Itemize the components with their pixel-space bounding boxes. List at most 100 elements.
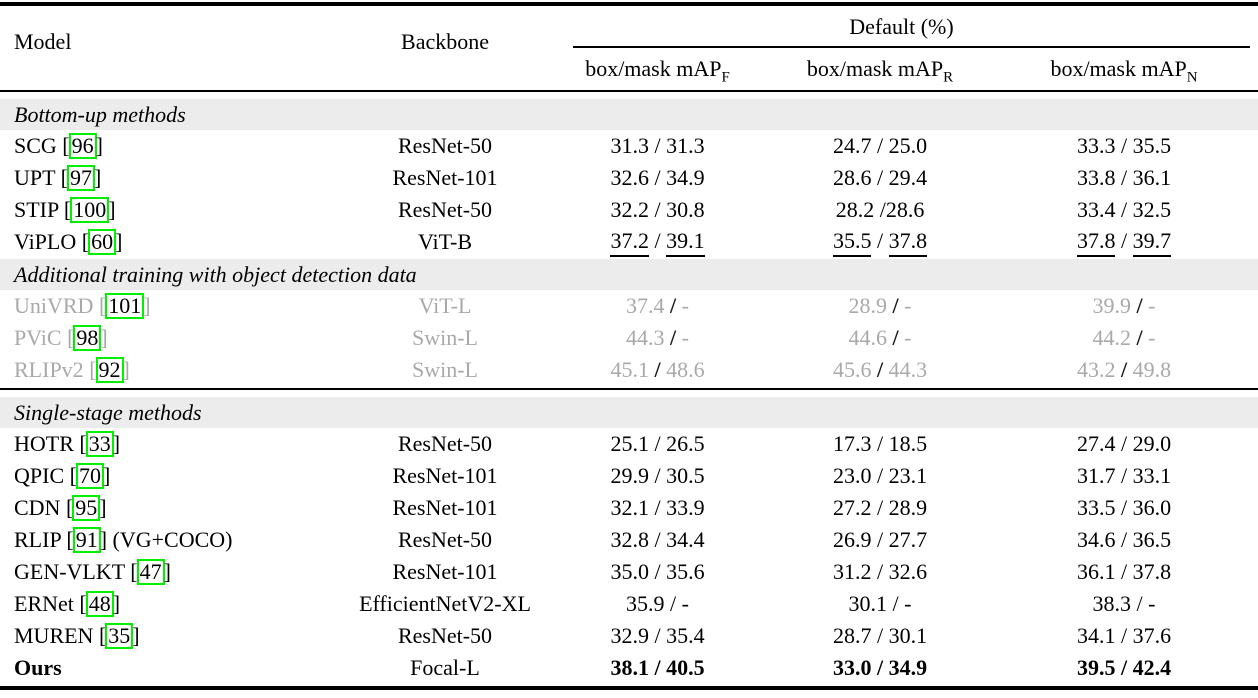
value-separator: / bbox=[1115, 227, 1133, 253]
model-cell: CDN [95] bbox=[0, 495, 345, 521]
metric-cell: 32.9 / 35.4 bbox=[545, 623, 770, 649]
backbone-cell: ResNet-101 bbox=[392, 165, 498, 190]
top-rule bbox=[0, 2, 1258, 6]
value-separator: / bbox=[871, 227, 889, 253]
box-map-value: 28.2 bbox=[835, 197, 875, 222]
metric-cell: 35.9 / - bbox=[545, 591, 770, 617]
model-suffix: (VG+COCO) bbox=[107, 527, 233, 552]
table-row: ERNet [48] EfficientNetV2-XL 35.9 / -30.1 … bbox=[0, 588, 1258, 620]
metric-cell: 38.3 / - bbox=[990, 591, 1258, 617]
citation-link[interactable]: 96 bbox=[68, 133, 97, 159]
mask-map-value: 26.5 bbox=[666, 431, 705, 456]
citation-bracket-close: ] bbox=[112, 591, 121, 616]
citation-bracket-close: ] bbox=[99, 527, 108, 552]
box-map-value: 32.2 bbox=[610, 197, 649, 222]
box-map-value: 39.5 bbox=[1076, 655, 1116, 680]
backbone-cell: ResNet-101 bbox=[392, 495, 498, 520]
metric-cell: 39.5 / 42.4 bbox=[990, 655, 1258, 681]
backbone-cell: ResNet-50 bbox=[397, 133, 493, 158]
value-separator: / bbox=[1115, 165, 1133, 190]
citation-link[interactable]: 95 bbox=[72, 495, 101, 521]
metric-cell: 26.9 / 27.7 bbox=[770, 527, 990, 553]
model-name: QPIC bbox=[14, 463, 65, 488]
model-name: ERNet bbox=[14, 591, 74, 616]
box-map-value: 27.4 bbox=[1076, 431, 1116, 456]
citation-bracket-close: ] bbox=[108, 197, 116, 222]
mask-map-value: - bbox=[904, 293, 912, 318]
metric-cell: 43.2 / 49.8 bbox=[990, 357, 1258, 383]
value-separator: / bbox=[1115, 197, 1133, 222]
metric-cell: 28.6 / 29.4 bbox=[770, 165, 990, 191]
cmidrule bbox=[573, 46, 1250, 48]
metric-cell: 35.5 / 37.8 bbox=[770, 228, 990, 257]
box-map-value: 31.7 bbox=[1076, 463, 1116, 488]
citation-link[interactable]: 97 bbox=[67, 165, 95, 191]
citation-link[interactable]: 35 bbox=[105, 623, 134, 649]
mask-map-value: 37.6 bbox=[1132, 623, 1172, 648]
metric-cell: 33.4 / 32.5 bbox=[990, 197, 1258, 223]
metric-cell: 36.1 / 37.8 bbox=[990, 559, 1258, 585]
value-separator: / bbox=[1115, 655, 1133, 680]
value-separator: / bbox=[887, 591, 905, 616]
citation-link[interactable]: 33 bbox=[85, 431, 114, 457]
model-name: HOTR bbox=[14, 431, 74, 456]
mask-map-value: 35.5 bbox=[1132, 133, 1172, 158]
model-cell: RLIPv2 [92] bbox=[0, 357, 345, 383]
table-row: STIP [100] ResNet-50 32.2 / 30.8 28.2 /28.6… bbox=[0, 194, 1258, 226]
citation-link[interactable]: 91 bbox=[72, 527, 101, 553]
citation-bracket-open: [ bbox=[83, 357, 97, 382]
model-name: SCG bbox=[14, 133, 57, 158]
subheader-label: box/mask mAP bbox=[585, 56, 722, 81]
backbone-cell: ResNet-50 bbox=[397, 623, 493, 648]
box-map-value: 34.6 bbox=[1076, 527, 1116, 552]
citation-link[interactable]: 47 bbox=[136, 559, 165, 585]
box-map-value: 32.9 bbox=[610, 623, 649, 648]
citation-link[interactable]: 48 bbox=[85, 591, 114, 617]
citation-link[interactable]: 92 bbox=[95, 357, 124, 383]
mask-map-value: 40.5 bbox=[666, 655, 705, 680]
citation-bracket-open: [ bbox=[56, 133, 70, 158]
metric-cell: 38.1 / 40.5 bbox=[545, 655, 770, 681]
metric-cell: 34.1 / 37.6 bbox=[990, 623, 1258, 649]
mask-map-value: - bbox=[681, 325, 689, 350]
backbone-cell: ResNet-50 bbox=[397, 527, 493, 552]
box-map-value: 37.2 bbox=[610, 228, 649, 257]
mask-map-value: 36.5 bbox=[1132, 527, 1172, 552]
mask-map-value: 33.9 bbox=[666, 495, 705, 520]
subheader-label: box/mask mAP bbox=[806, 56, 944, 81]
model-cell: RLIP [91] (VG+COCO) bbox=[0, 527, 345, 553]
model-name: PViC bbox=[14, 325, 62, 350]
backbone-cell: ResNet-50 bbox=[397, 197, 493, 222]
mask-map-value: - bbox=[904, 325, 912, 350]
citation-link[interactable]: 101 bbox=[105, 293, 145, 319]
citation-link[interactable]: 60 bbox=[88, 229, 117, 255]
metric-cell: 30.1 / - bbox=[770, 591, 990, 617]
mask-map-value: 32.5 bbox=[1132, 197, 1172, 222]
citation-bracket-close: ] bbox=[95, 133, 103, 158]
table-row: UniVRD [101] ViT-L 37.4 / -28.9 / -39.9 / … bbox=[0, 290, 1258, 322]
value-separator: / bbox=[648, 463, 667, 488]
value-separator: / bbox=[1131, 591, 1149, 616]
table-row: SCG [96] ResNet-50 31.3 / 31.3 24.7 / 25.0 3… bbox=[0, 130, 1258, 162]
mask-map-value: 36.1 bbox=[1132, 165, 1172, 190]
value-separator: / bbox=[648, 227, 667, 253]
citation-link[interactable]: 70 bbox=[75, 463, 104, 489]
section-header: Single-stage methods bbox=[0, 397, 1258, 428]
model-name: Ours bbox=[14, 655, 62, 680]
box-map-value: 29.9 bbox=[610, 463, 649, 488]
mask-map-value: 37.8 bbox=[888, 228, 928, 257]
citation-link[interactable]: 100 bbox=[70, 197, 110, 223]
box-map-value: 17.3 bbox=[832, 431, 872, 456]
metric-cell: 31.2 / 32.6 bbox=[770, 559, 990, 585]
citation-bracket-close: ] bbox=[163, 559, 171, 584]
metric-cell: 28.2 /28.6 bbox=[770, 197, 990, 223]
mask-map-value: - bbox=[904, 591, 912, 616]
box-map-value: 34.1 bbox=[1076, 623, 1116, 648]
model-cell: MUREN [35] bbox=[0, 623, 345, 649]
value-separator: / bbox=[871, 623, 889, 648]
value-separator: / bbox=[887, 293, 905, 318]
citation-bracket-open: [ bbox=[73, 591, 87, 616]
citation-link[interactable]: 98 bbox=[73, 325, 102, 351]
table-row: QPIC [70] ResNet-101 29.9 / 30.5 23.0 / 23.… bbox=[0, 460, 1258, 492]
backbone-cell: ResNet-50 bbox=[397, 431, 493, 456]
